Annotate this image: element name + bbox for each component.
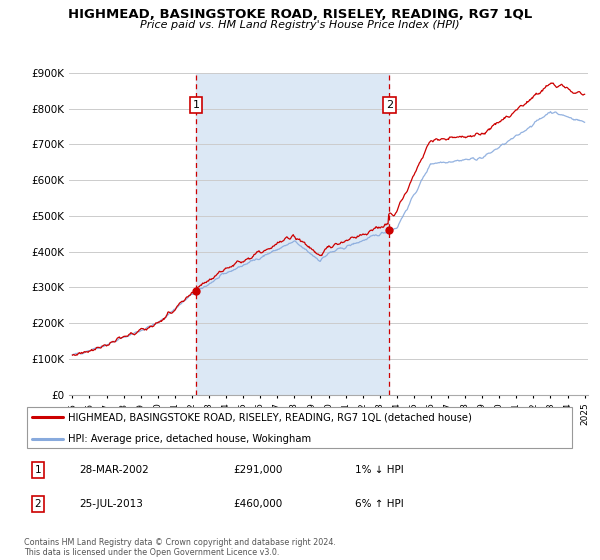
Text: HIGHMEAD, BASINGSTOKE ROAD, RISELEY, READING, RG7 1QL: HIGHMEAD, BASINGSTOKE ROAD, RISELEY, REA…: [68, 8, 532, 21]
Text: 28-MAR-2002: 28-MAR-2002: [79, 465, 149, 475]
Text: 1: 1: [193, 100, 199, 110]
Text: 2: 2: [386, 100, 393, 110]
Text: HPI: Average price, detached house, Wokingham: HPI: Average price, detached house, Woki…: [68, 434, 311, 444]
Text: 25-JUL-2013: 25-JUL-2013: [79, 499, 143, 509]
Bar: [196, 73, 389, 395]
Text: 2: 2: [34, 499, 41, 509]
FancyBboxPatch shape: [27, 407, 572, 449]
Text: Price paid vs. HM Land Registry's House Price Index (HPI): Price paid vs. HM Land Registry's House …: [140, 20, 460, 30]
Text: £460,000: £460,000: [234, 499, 283, 509]
Text: Contains HM Land Registry data © Crown copyright and database right 2024.: Contains HM Land Registry data © Crown c…: [24, 538, 336, 547]
Text: 6% ↑ HPI: 6% ↑ HPI: [355, 499, 404, 509]
Text: 1% ↓ HPI: 1% ↓ HPI: [355, 465, 404, 475]
Text: HIGHMEAD, BASINGSTOKE ROAD, RISELEY, READING, RG7 1QL (detached house): HIGHMEAD, BASINGSTOKE ROAD, RISELEY, REA…: [68, 412, 472, 422]
Text: 1: 1: [34, 465, 41, 475]
Text: This data is licensed under the Open Government Licence v3.0.: This data is licensed under the Open Gov…: [24, 548, 280, 557]
Text: £291,000: £291,000: [234, 465, 283, 475]
